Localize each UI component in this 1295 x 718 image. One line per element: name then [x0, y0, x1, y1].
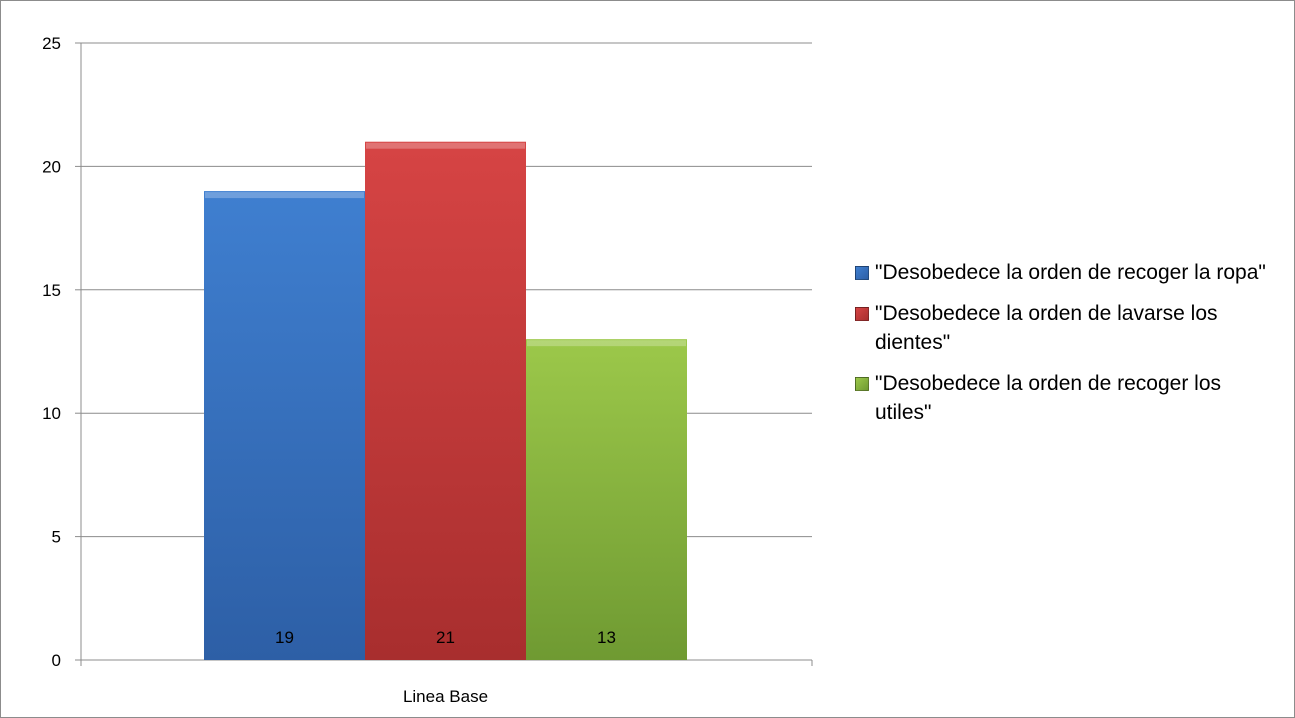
legend-label: "Desobedece la orden de recoger la ropa"	[875, 261, 1266, 284]
legend-item: "Desobedece la orden de lavarse los dien…	[853, 299, 1273, 357]
bar-bevel	[527, 340, 686, 347]
bar-bevel	[366, 142, 525, 149]
legend-swatch	[855, 307, 869, 321]
bar	[526, 339, 687, 660]
data-label: 21	[436, 628, 455, 647]
y-tick-label: 0	[52, 651, 61, 670]
bar	[365, 141, 526, 661]
bars	[204, 141, 687, 661]
legend-swatch	[855, 377, 869, 391]
legend-item: "Desobedece la orden de recoger los util…	[853, 369, 1273, 427]
y-tick-label: 25	[42, 34, 61, 53]
legend-label: "Desobedece la orden de recoger los util…	[875, 372, 1222, 424]
legend-item: "Desobedece la orden de recoger la ropa"	[853, 258, 1273, 287]
legend-label: "Desobedece la orden de lavarse los dien…	[875, 302, 1218, 354]
legend-swatch	[855, 266, 869, 280]
y-tick-label: 15	[42, 281, 61, 300]
y-tick-label: 20	[42, 157, 61, 176]
x-category-label: Linea Base	[403, 687, 488, 706]
bar-bevel	[205, 192, 364, 199]
data-label: 13	[597, 628, 616, 647]
bar	[204, 191, 365, 660]
y-tick-label: 5	[52, 528, 61, 547]
y-tick-label: 10	[42, 404, 61, 423]
legend: "Desobedece la orden de recoger la ropa"…	[853, 258, 1273, 439]
data-label: 19	[275, 628, 294, 647]
labels: 0 5 10 15 20 25 Linea Base 19 21 13	[42, 34, 616, 706]
